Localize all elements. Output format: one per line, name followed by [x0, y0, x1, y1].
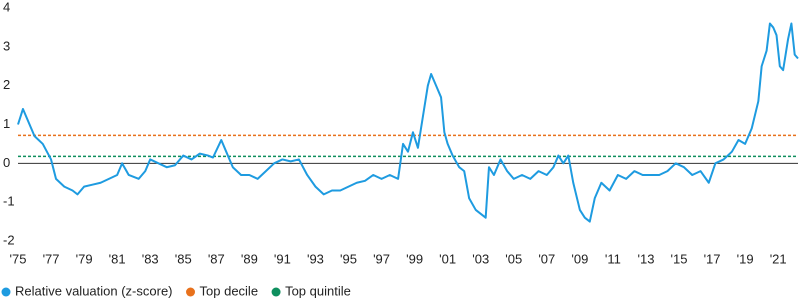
x-tick-label: '77 [43, 251, 60, 266]
data-line [17, 22, 799, 223]
y-tick-label: 1 [3, 116, 10, 131]
x-tick-label: '11 [605, 251, 621, 266]
x-tick-label: '91 [274, 251, 291, 266]
x-tick-label: '87 [208, 251, 225, 266]
x-tick-label: '89 [241, 251, 258, 266]
y-tick-label: 3 [3, 38, 10, 53]
x-tick-label: '85 [175, 251, 192, 266]
legend-marker [1, 287, 11, 297]
x-tick-label: '95 [340, 251, 357, 266]
x-tick-label: '83 [142, 251, 159, 266]
x-tick-label: '17 [704, 251, 721, 266]
x-tick-label: '15 [671, 251, 688, 266]
legend-label: Relative valuation (z-score) [15, 283, 173, 298]
x-tick-label: '75 [10, 251, 27, 266]
y-tick-label: 0 [3, 155, 10, 170]
x-tick-label: '21 [770, 251, 787, 266]
y-tick-label: 2 [3, 77, 10, 92]
legend-marker [271, 287, 281, 297]
x-tick-label: '09 [571, 251, 588, 266]
legend-marker [186, 287, 196, 297]
x-tick-label: '07 [538, 251, 555, 266]
x-tick-label: '19 [737, 251, 754, 266]
y-tick-label: 4 [3, 0, 10, 14]
x-tick-label: '13 [637, 251, 654, 266]
x-tick-label: '81 [109, 251, 126, 266]
x-tick-label: '01 [439, 251, 456, 266]
x-tick-label: '93 [307, 251, 324, 266]
y-tick-label: -1 [3, 194, 15, 209]
x-tick-label: '79 [76, 251, 93, 266]
x-tick-label: '99 [406, 251, 423, 266]
y-tick-label: -2 [3, 232, 15, 247]
x-tick-label: '03 [472, 251, 489, 266]
x-tick-label: '05 [505, 251, 522, 266]
legend-label: Top quintile [285, 283, 351, 298]
x-tick-label: '97 [373, 251, 390, 266]
legend-label: Top decile [200, 283, 259, 298]
